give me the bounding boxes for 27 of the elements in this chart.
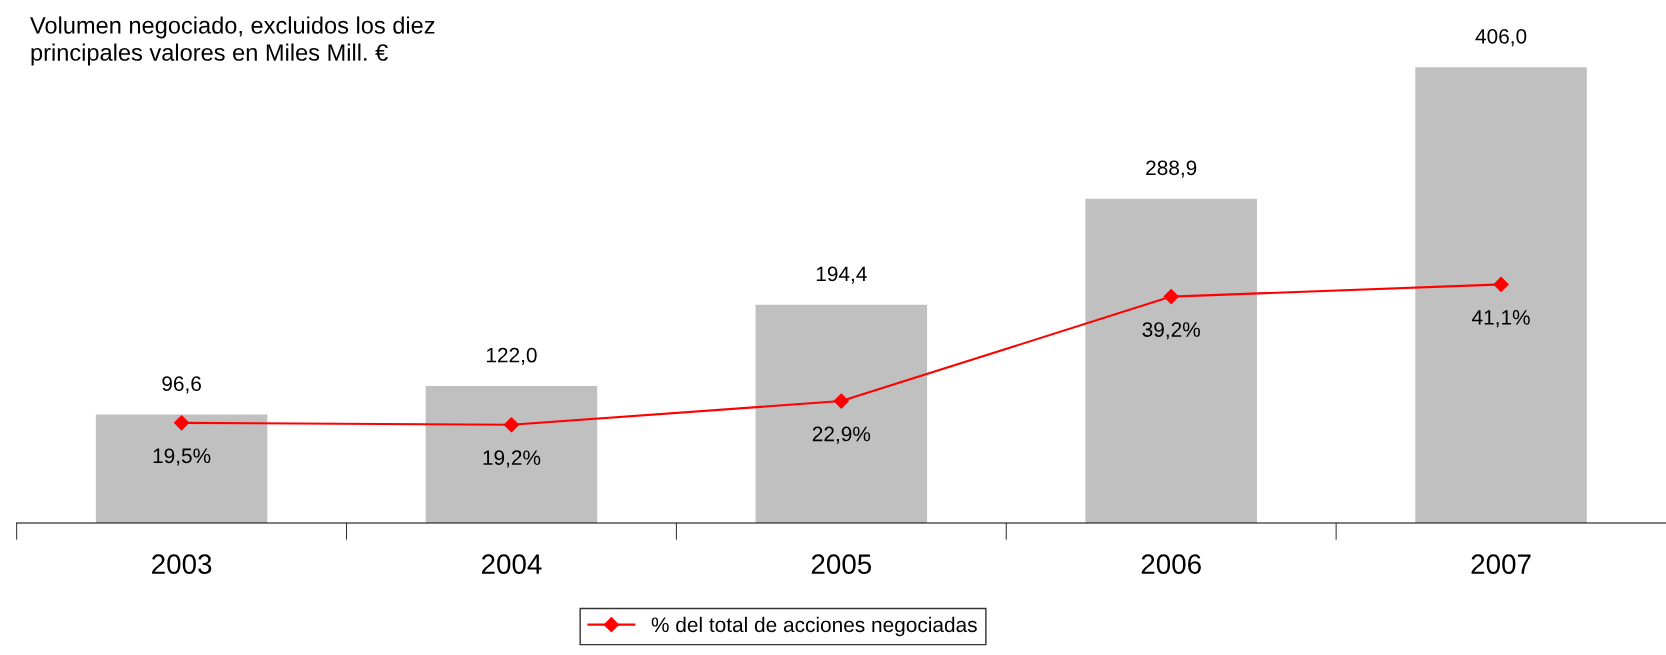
data-label: 96,6 <box>162 376 201 394</box>
data-label: 288,9 <box>1146 160 1197 178</box>
bar <box>1415 67 1587 524</box>
bar <box>1085 198 1257 524</box>
bar <box>755 304 928 524</box>
point <box>1163 289 1179 305</box>
x-tick-label: 2005 <box>811 554 872 574</box>
point <box>503 417 520 433</box>
x-tick-label: 2004 <box>481 554 542 574</box>
bar <box>425 386 598 524</box>
data-label: 194,4 <box>816 266 867 284</box>
x-tick-label: 2006 <box>1141 554 1201 574</box>
bar <box>95 414 268 524</box>
data-label: 39,2% <box>1142 322 1200 340</box>
data-label: 19,2% <box>483 450 541 468</box>
data-label: 406,0 <box>1475 29 1527 47</box>
x-tick-label: 2003 <box>152 554 212 574</box>
data-label: 19,5% <box>153 448 211 466</box>
data-label: 22,9% <box>812 426 871 444</box>
data-label: 122,0 <box>486 347 537 365</box>
point <box>174 415 190 431</box>
data-label: 41,1% <box>1472 310 1530 328</box>
x-tick-label: 2007 <box>1471 554 1531 574</box>
point <box>1493 276 1509 292</box>
point <box>833 393 849 409</box>
chart-title: Volumen negociado, excluidos los diez principales valores en Miles Mill. € <box>30 16 435 66</box>
legend-label: % del total de acciones negociadas <box>651 616 977 637</box>
